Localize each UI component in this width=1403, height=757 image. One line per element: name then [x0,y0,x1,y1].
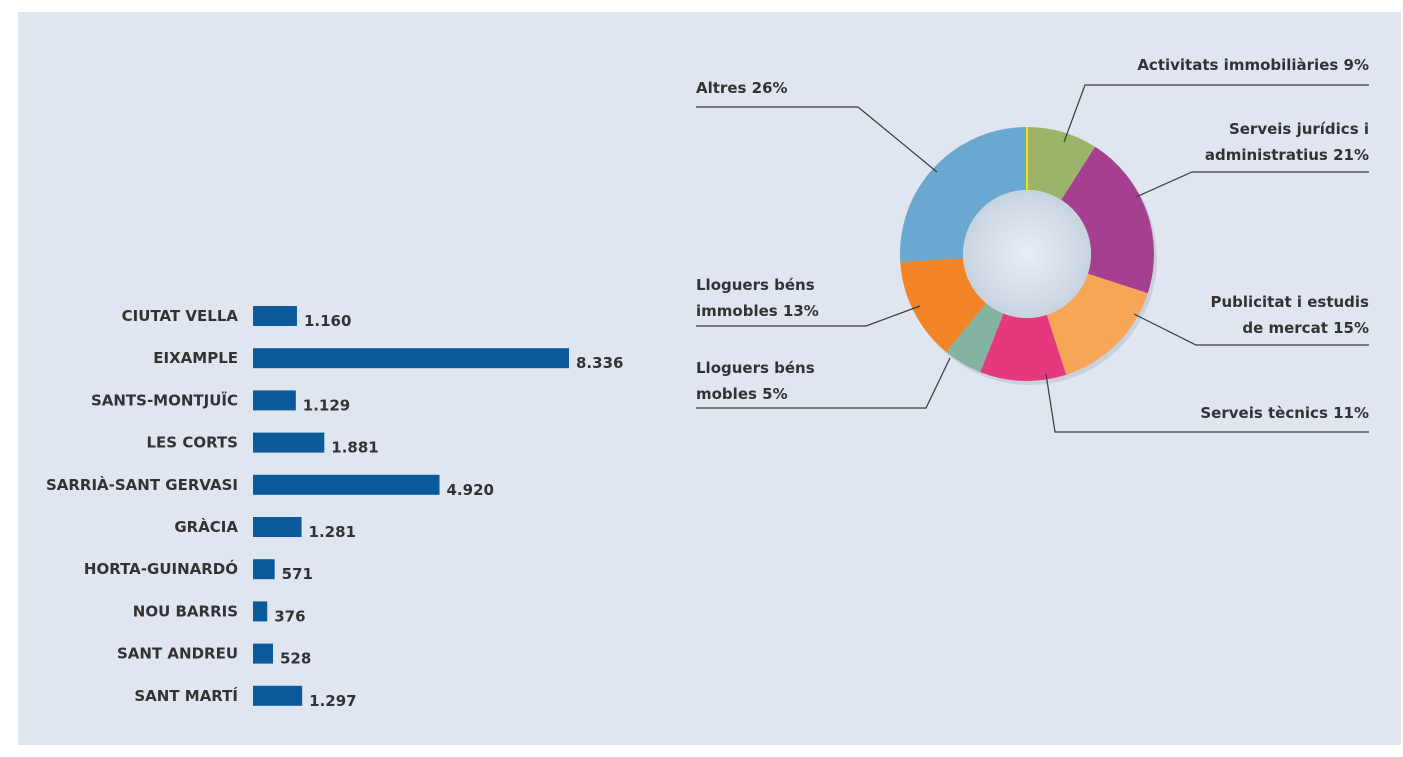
slice-label: Lloguers béns [696,359,815,377]
slice-label: immobles 13% [696,302,819,320]
donut-slice [1061,146,1154,294]
category-label: EIXAMPLE [153,349,238,367]
donut-hole [963,190,1091,318]
leader-line [696,106,938,173]
value-label: 1.881 [331,439,378,457]
bar [253,643,274,664]
slice-label: Activitats immobiliàries 9% [1137,56,1369,74]
category-label: CIUTAT VELLA [122,307,239,325]
leader-line [696,357,951,409]
category-label: HORTA-GUINARDÓ [84,559,238,578]
slice-label: Serveis jurídics i [1229,120,1369,138]
leader-line [696,305,921,327]
bar [253,390,296,411]
bar [253,517,302,537]
donut-slice [1046,273,1148,375]
bar-chart: CIUTAT VELLA 1.160 EIXAMPLE 8.336 SANTS-MONT… [46,306,623,710]
donut-slice [900,127,1027,262]
value-label: 1.297 [309,692,356,710]
category-label: SANT ANDREU [117,645,238,663]
donut-slice [1027,127,1096,200]
slice-label: de mercat 15% [1242,319,1369,337]
value-label: 1.281 [309,523,356,541]
value-label: 1.160 [304,312,351,330]
value-label: 8.336 [576,354,623,372]
category-label: GRÀCIA [174,517,238,536]
bar [253,474,440,495]
slice-label: Serveis tècnics 11% [1200,404,1369,422]
slice-label: Lloguers béns [696,276,815,294]
value-label: 1.129 [303,396,350,414]
leader-line [1135,171,1369,198]
donut-slice [900,258,987,352]
donut-chart: Activitats immobiliàries 9% Serveis juríd… [696,56,1369,433]
bar [253,601,268,622]
value-label: 571 [282,565,313,583]
value-label: 528 [280,650,311,668]
category-label: SARRIÀ-SANT GERVASI [46,475,238,494]
chart-panel [18,12,1401,745]
bar [253,559,275,580]
slice-label: mobles 5% [696,385,788,403]
donut-slice [980,313,1067,381]
leader-line [1133,313,1369,346]
slice-label: Publicitat i estudis [1210,293,1369,311]
value-label: 376 [274,607,305,625]
category-label: NOU BARRIS [133,602,238,620]
bar [253,348,569,369]
category-label: LES CORTS [146,434,238,452]
donut-slice [946,303,1004,373]
bar [253,306,297,326]
leader-line [1045,373,1369,433]
leader-line [1063,84,1369,143]
slice-label: administratius 21% [1205,146,1369,164]
bar [253,685,303,706]
category-label: SANT MARTÍ [134,686,238,705]
category-label: SANTS-MONTJUÏC [91,390,238,409]
value-label: 4.920 [447,481,494,499]
slice-label: Altres 26% [696,79,788,97]
bar [253,432,325,453]
